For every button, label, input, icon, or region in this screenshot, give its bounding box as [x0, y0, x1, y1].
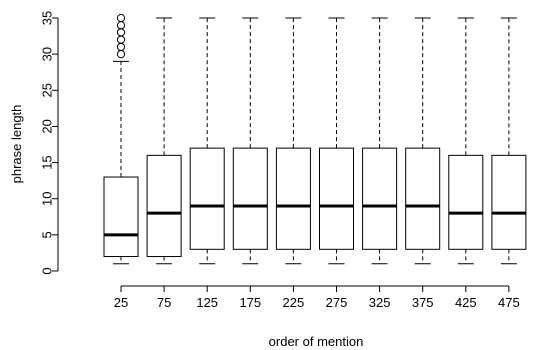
x-tick-label: 425	[455, 295, 477, 310]
box-iqr	[103, 176, 139, 258]
y-tick-label: 0	[40, 267, 55, 274]
box-iqr	[362, 147, 398, 250]
box-375	[405, 17, 441, 265]
y-tick-label: 10	[40, 191, 55, 205]
box-iqr	[491, 154, 527, 250]
box-iqr	[275, 147, 311, 250]
outlier-point	[116, 42, 126, 52]
outlier-point	[116, 35, 126, 44]
x-axis: 25 75 125 175 225 275 325 375 425 475	[114, 285, 520, 310]
x-tick-label: 225	[283, 295, 305, 310]
x-tick-label: 125	[196, 295, 218, 310]
y-tick-label: 25	[40, 83, 55, 97]
box-25	[103, 13, 139, 265]
outlier-point	[116, 28, 126, 37]
box-325	[362, 17, 398, 265]
y-axis-label: phrase length	[9, 105, 24, 184]
x-tick-label: 475	[498, 295, 520, 310]
box-iqr	[189, 147, 225, 250]
box-iqr	[319, 147, 354, 250]
x-tick-label: 325	[369, 295, 391, 310]
box-475	[491, 17, 527, 265]
box-iqr	[448, 154, 484, 250]
y-tick-label: 5	[40, 231, 55, 238]
y-axis: 0 5 10 15 20 25 30 35	[40, 11, 59, 275]
outlier-point	[116, 21, 126, 30]
box-plot-series	[103, 13, 527, 265]
box-225	[275, 17, 311, 265]
x-tick-label: 25	[114, 295, 128, 310]
x-tick-label: 275	[326, 295, 348, 310]
x-tick-label: 175	[239, 295, 261, 310]
x-tick-label: 75	[157, 295, 171, 310]
box-275	[319, 17, 354, 265]
box-iqr	[146, 154, 182, 258]
box-75	[146, 17, 182, 265]
outlier-point	[116, 50, 126, 59]
y-tick-label: 15	[40, 155, 55, 169]
box-iqr	[405, 147, 441, 250]
box-175	[232, 17, 268, 265]
y-tick-label: 20	[40, 119, 55, 133]
outlier-point	[116, 13, 126, 23]
box-125	[189, 17, 225, 265]
x-tick-label: 375	[412, 295, 434, 310]
box-425	[448, 17, 484, 265]
y-tick-label: 30	[40, 47, 55, 61]
y-tick-label: 35	[40, 11, 55, 25]
box-iqr	[232, 147, 268, 250]
x-axis-label: order of mention	[269, 334, 364, 349]
